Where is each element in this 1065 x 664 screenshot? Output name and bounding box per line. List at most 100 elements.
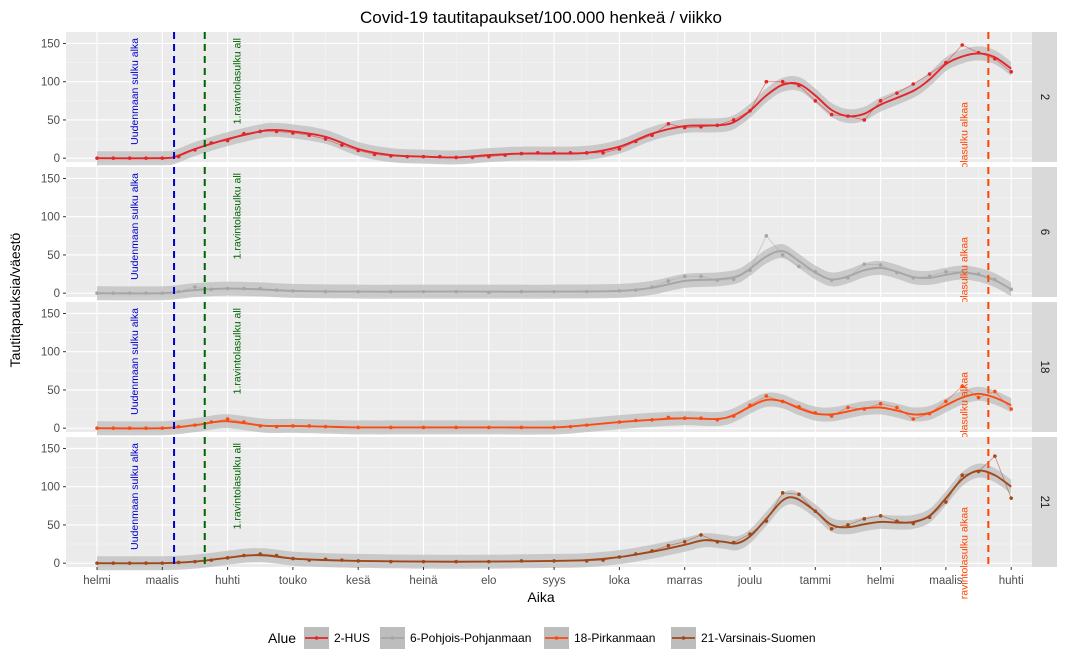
x-tick-label: elo: [481, 575, 496, 587]
data-point: [731, 277, 736, 282]
x-tick-label: tammi: [800, 575, 831, 587]
event-line-label: Uudenmaan sulku alka: [129, 308, 141, 415]
data-point: [993, 454, 997, 458]
data-point: [862, 517, 867, 521]
facet-strip-label: 18: [1038, 361, 1050, 374]
facet-strip-label: 2: [1038, 94, 1050, 100]
data-point: [699, 533, 703, 537]
facet-panel-6: 0 50 100 150 6 Uudenmaan sulku alka 1.ravintol…: [41, 167, 1057, 329]
confidence-band: [97, 46, 1012, 166]
y-tick-label: 100: [41, 347, 60, 359]
data-point: [944, 500, 948, 504]
legend-label: 2-HUS: [334, 631, 370, 645]
data-point: [878, 99, 883, 103]
data-point: [927, 72, 932, 76]
data-point: [829, 526, 834, 531]
y-tick-label: 100: [41, 482, 60, 494]
data-point: [944, 399, 948, 404]
data-point: [878, 401, 883, 406]
event-line-label: Uudenmaan sulku alka: [129, 38, 141, 145]
y-tick-label: 0: [54, 423, 60, 435]
facet-strip: [1032, 437, 1057, 567]
data-point: [682, 539, 687, 544]
data-point: [911, 417, 916, 421]
legend-item: 6-Pohjois-Pohjanmaan: [380, 627, 531, 649]
data-point: [682, 274, 687, 279]
data-point: [780, 253, 785, 257]
data-point: [813, 99, 818, 103]
data-point: [862, 118, 867, 122]
x-tick-label: touko: [279, 575, 307, 587]
y-tick-label: 150: [41, 38, 60, 50]
y-tick-label: 100: [41, 212, 60, 224]
data-point: [666, 121, 671, 126]
panel-background: [66, 167, 1032, 297]
y-tick-label: 50: [47, 115, 60, 127]
data-point: [976, 395, 981, 400]
legend-item: 18-Pirkanmaan: [544, 627, 655, 649]
data-point: [780, 79, 785, 84]
x-tick-label: maalis: [929, 575, 962, 587]
event-line-label: Uudenmaan sulku alka: [129, 443, 141, 550]
data-point: [340, 143, 344, 147]
x-tick-label: maalis: [146, 575, 179, 587]
y-tick-label: 150: [41, 443, 60, 455]
panel-background: [66, 437, 1032, 567]
event-line-label: 1.ravintolasulku all: [232, 173, 244, 259]
data-point: [323, 137, 328, 141]
data-point: [797, 264, 801, 269]
data-point: [666, 543, 671, 548]
data-point: [829, 112, 834, 117]
legend-item: 2-HUS: [304, 627, 370, 649]
data-point: [764, 234, 769, 238]
legend-key-point: [681, 636, 686, 640]
data-point: [193, 285, 197, 289]
event-line-label: ravintolasulku alkaa: [958, 507, 970, 599]
data-point: [993, 389, 997, 394]
data-point: [960, 43, 965, 47]
data-point: [895, 91, 899, 95]
x-tick-label: loka: [609, 575, 631, 587]
data-point: [1009, 407, 1013, 411]
data-point: [862, 262, 867, 266]
confidence-band: [97, 386, 1012, 436]
data-point: [846, 523, 850, 527]
x-tick-label: huhti: [215, 575, 240, 587]
facet-panels: 0 50 100 150 2 Uudenmaan sulku alka 1.ravintol…: [41, 32, 1057, 599]
y-tick-label: 50: [47, 385, 60, 397]
data-point: [944, 269, 948, 274]
y-tick-label: 0: [54, 288, 60, 300]
data-point: [846, 405, 850, 410]
legend-label: 18-Pirkanmaan: [574, 631, 655, 645]
y-axis-title: Tautitapauksia/väestö: [7, 232, 23, 367]
confidence-band: [97, 244, 1012, 301]
data-point: [878, 513, 883, 518]
facet-strip: [1032, 32, 1057, 162]
facet-strip-label: 6: [1038, 229, 1050, 235]
legend-item: 21-Varsinais-Suomen: [671, 627, 816, 649]
data-point: [911, 82, 916, 86]
event-line-label: Uudenmaan sulku alka: [129, 173, 141, 280]
data-point: [699, 274, 703, 279]
x-tick-label: huhti: [999, 575, 1024, 587]
legend-key-point: [390, 636, 395, 640]
data-point: [895, 405, 899, 410]
legend-label: 6-Pohjois-Pohjanmaan: [410, 631, 531, 645]
y-tick-label: 100: [41, 77, 60, 89]
data-point: [960, 384, 965, 388]
x-tick-label: kesä: [346, 575, 371, 587]
facet-panel-18: 0 50 100 150 18 Uudenmaan sulku alka 1.ravinto…: [41, 302, 1057, 464]
y-tick-label: 0: [54, 153, 60, 165]
data-point: [960, 473, 965, 478]
legend-title: Alue: [268, 630, 296, 646]
data-point: [878, 263, 883, 267]
legend-key-point: [314, 636, 319, 640]
y-tick-label: 50: [47, 520, 60, 532]
legend: Alue 2-HUS 6-Pohjois-Pohjanmaan 18-Pirkanm…: [268, 627, 816, 649]
trend-line: [96, 52, 1012, 160]
trend-line: [96, 469, 1012, 565]
data-point: [797, 492, 801, 497]
y-tick-label: 150: [41, 308, 60, 320]
facet-strip: [1032, 302, 1057, 432]
